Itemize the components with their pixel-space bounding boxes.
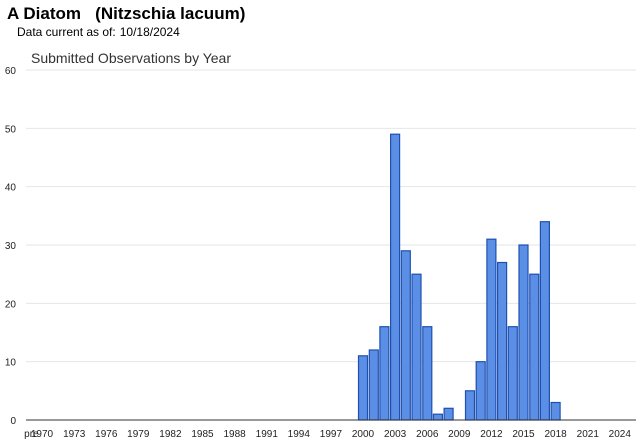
bar-2017 xyxy=(539,221,551,421)
bar-2012 xyxy=(486,238,497,421)
bar-2003 xyxy=(390,133,401,421)
bar-2016 xyxy=(529,273,540,421)
x-tick-label: 1988 xyxy=(223,429,246,440)
x-tick-label: 2009 xyxy=(448,429,471,440)
bar-2001 xyxy=(368,349,379,421)
bar-2015 xyxy=(518,244,529,421)
x-tick-label: 2015 xyxy=(512,429,535,440)
bar-2005 xyxy=(411,273,422,421)
x-tick-label: 2006 xyxy=(416,429,439,440)
x-tick-label: 1991 xyxy=(256,429,279,440)
x-tick-label: 2012 xyxy=(480,429,503,440)
bar-2018 xyxy=(550,401,561,421)
x-tick-label: 2003 xyxy=(384,429,407,440)
bar-2014 xyxy=(507,326,518,421)
y-tick-label: 10 xyxy=(5,358,17,369)
x-tick-label: pre xyxy=(24,429,39,440)
x-tick-label: 1979 xyxy=(127,429,150,440)
y-tick-label: 0 xyxy=(10,416,16,427)
grid-layer xyxy=(26,69,636,363)
bar-2006 xyxy=(422,326,433,421)
x-tick-label: 1982 xyxy=(159,429,182,440)
y-tick-label: 30 xyxy=(5,241,17,252)
bar-2002 xyxy=(379,326,390,421)
x-tick-label: 1970 xyxy=(31,429,54,440)
y-tick-label: 40 xyxy=(5,183,17,194)
x-tick-label: 1985 xyxy=(191,429,214,440)
x-tick-label: 1973 xyxy=(63,429,86,440)
bar-2010 xyxy=(464,390,476,421)
y-tick-label: 20 xyxy=(5,299,17,310)
bar-2011 xyxy=(475,361,486,421)
species-title: A Diatom (Nitzschia lacuum) xyxy=(7,4,246,23)
bar-2013 xyxy=(497,261,508,421)
data-current-date: Data current as of: 10/18/2024 xyxy=(17,25,180,39)
bar-2008 xyxy=(443,407,454,421)
y-tick-label: 60 xyxy=(5,66,17,77)
x-tick-label: 1994 xyxy=(288,429,311,440)
bar-2007 xyxy=(432,413,443,421)
x-tick-label: 2024 xyxy=(609,429,632,440)
bar-2004 xyxy=(400,250,411,421)
x-tick-label: 1997 xyxy=(320,429,343,440)
bar-layer xyxy=(357,133,561,421)
x-tick-label: 2018 xyxy=(544,429,567,440)
chart-title: Submitted Observations by Year xyxy=(31,50,231,66)
x-tick-label: 2021 xyxy=(577,429,600,440)
x-tick-label: 2000 xyxy=(352,429,375,440)
data-date-value: 10/18/2024 xyxy=(119,25,180,39)
bar-2000 xyxy=(357,355,369,421)
x-tick-label: 1976 xyxy=(95,429,118,440)
y-tick-label: 50 xyxy=(5,124,17,135)
data-date-label: Data current as of: xyxy=(17,25,116,39)
